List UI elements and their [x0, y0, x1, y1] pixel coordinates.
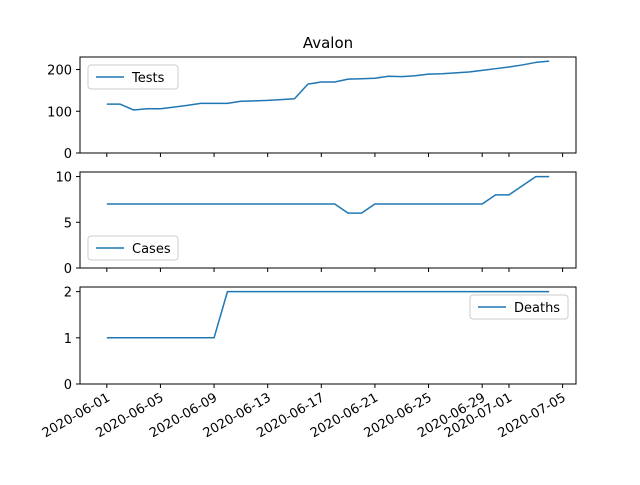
legend-box-0: [87, 64, 179, 90]
plot-area-1: [79, 171, 577, 269]
y-tick-label-0-1: 100: [47, 105, 72, 120]
y-tick-label-1-1: 5: [64, 216, 72, 231]
y-tick-label-2-0: 0: [64, 378, 72, 393]
chart-title: Avalon: [303, 34, 353, 52]
y-tick-label-2-1: 1: [64, 332, 72, 347]
y-tick-label-0-2: 200: [47, 64, 72, 79]
legend-box-1: [87, 235, 179, 261]
series-line-deaths: [106, 290, 550, 339]
y-tick-label-2-2: 2: [64, 286, 72, 301]
legend-label-0: Tests: [131, 71, 165, 86]
y-tick-label-1-0: 0: [64, 262, 72, 277]
legend-label-1: Cases: [132, 242, 171, 257]
series-line-tests: [106, 60, 550, 111]
series-line-cases: [106, 175, 550, 214]
plot-area-0: [79, 56, 577, 154]
plot-area-2: [79, 286, 577, 385]
legend-box-2: [469, 294, 569, 320]
y-tick-label-0-0: 0: [64, 147, 72, 162]
legend-label-2: Deaths: [514, 301, 560, 316]
y-tick-label-1-2: 10: [55, 171, 72, 186]
